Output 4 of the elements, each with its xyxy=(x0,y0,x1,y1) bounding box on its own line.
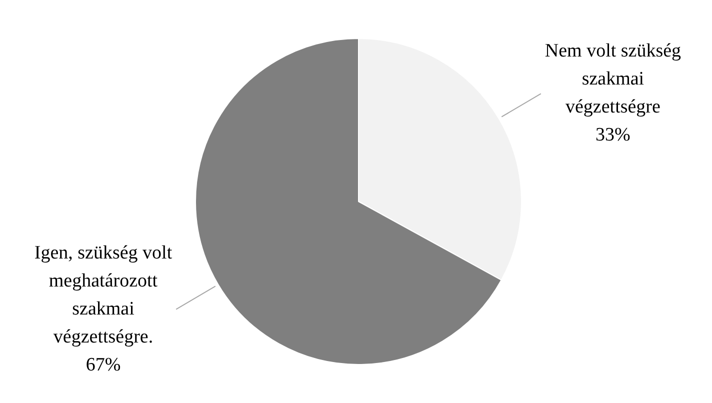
data-label: 67% xyxy=(86,354,121,376)
data-label: 33% xyxy=(596,124,631,146)
slice-label: Nem volt szükség szakmai végzettségre xyxy=(544,40,682,118)
slice-label: Igen, szükség volt meghatározott szakmai végzettségre. xyxy=(34,242,173,348)
